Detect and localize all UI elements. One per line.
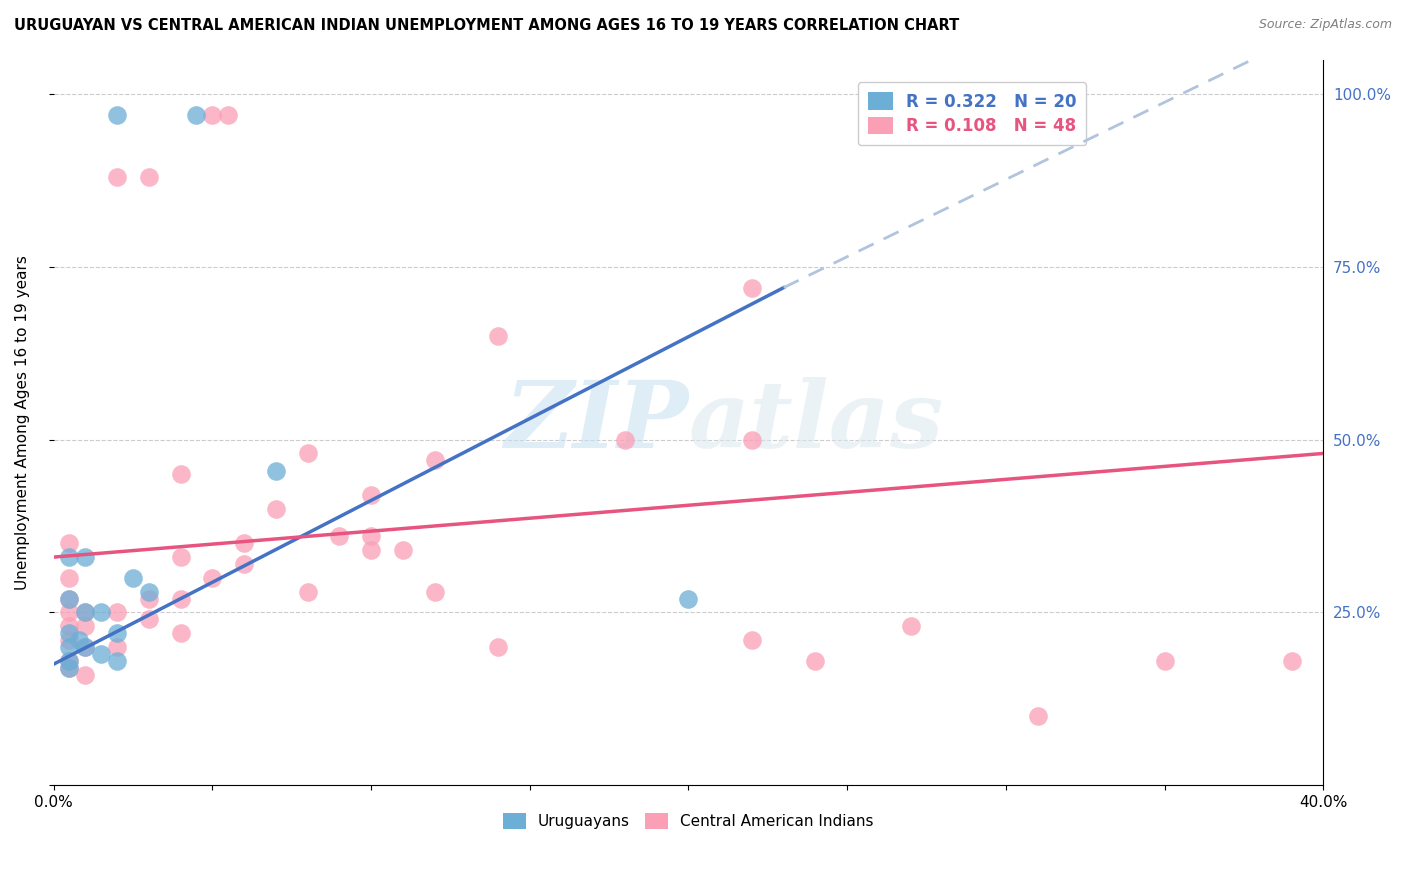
Text: atlas: atlas [689, 377, 943, 467]
Point [122, 571, 145, 585]
Point [423, 584, 446, 599]
Point [233, 557, 256, 571]
Point [105, 605, 128, 619]
Point [1153, 654, 1175, 668]
Point [360, 488, 382, 502]
Point [486, 640, 509, 654]
Point [75, 640, 97, 654]
Point [138, 169, 160, 184]
Point [741, 632, 763, 647]
Point [486, 329, 509, 343]
Point [328, 529, 350, 543]
Point [678, 591, 700, 606]
Point [900, 619, 922, 633]
Point [233, 536, 256, 550]
Text: ZIP: ZIP [505, 377, 689, 467]
Point [169, 550, 191, 565]
Point [58, 591, 80, 606]
Point [58, 632, 80, 647]
Y-axis label: Unemployment Among Ages 16 to 19 years: Unemployment Among Ages 16 to 19 years [15, 255, 30, 590]
Point [741, 433, 763, 447]
Point [613, 433, 636, 447]
Point [75, 550, 97, 565]
Point [1026, 709, 1049, 723]
Point [1281, 654, 1303, 668]
Legend: Uruguayans, Central American Indians: Uruguayans, Central American Indians [496, 807, 880, 836]
Point [186, 108, 208, 122]
Point [138, 584, 160, 599]
Point [67, 632, 90, 647]
Point [169, 467, 191, 482]
Point [58, 654, 80, 668]
Point [138, 591, 160, 606]
Point [58, 626, 80, 640]
Point [58, 550, 80, 565]
Point [75, 667, 97, 681]
Point [138, 612, 160, 626]
Point [360, 529, 382, 543]
Point [105, 626, 128, 640]
Point [201, 108, 224, 122]
Point [58, 654, 80, 668]
Point [90, 605, 112, 619]
Point [75, 640, 97, 654]
Point [58, 605, 80, 619]
Point [169, 626, 191, 640]
Point [105, 640, 128, 654]
Point [75, 619, 97, 633]
Point [264, 501, 287, 516]
Point [423, 453, 446, 467]
Point [75, 605, 97, 619]
Point [105, 108, 128, 122]
Point [105, 169, 128, 184]
Point [169, 591, 191, 606]
Text: Source: ZipAtlas.com: Source: ZipAtlas.com [1258, 18, 1392, 31]
Point [58, 536, 80, 550]
Point [804, 654, 827, 668]
Point [90, 647, 112, 661]
Point [360, 543, 382, 558]
Point [58, 640, 80, 654]
Point [58, 660, 80, 674]
Point [75, 605, 97, 619]
Point [297, 584, 319, 599]
Point [391, 543, 413, 558]
Point [264, 464, 287, 478]
Point [217, 108, 239, 122]
Point [58, 619, 80, 633]
Point [741, 280, 763, 294]
Point [105, 654, 128, 668]
Point [58, 591, 80, 606]
Text: URUGUAYAN VS CENTRAL AMERICAN INDIAN UNEMPLOYMENT AMONG AGES 16 TO 19 YEARS CORR: URUGUAYAN VS CENTRAL AMERICAN INDIAN UNE… [14, 18, 959, 33]
Point [58, 571, 80, 585]
Point [201, 571, 224, 585]
Point [297, 446, 319, 460]
Point [58, 660, 80, 674]
